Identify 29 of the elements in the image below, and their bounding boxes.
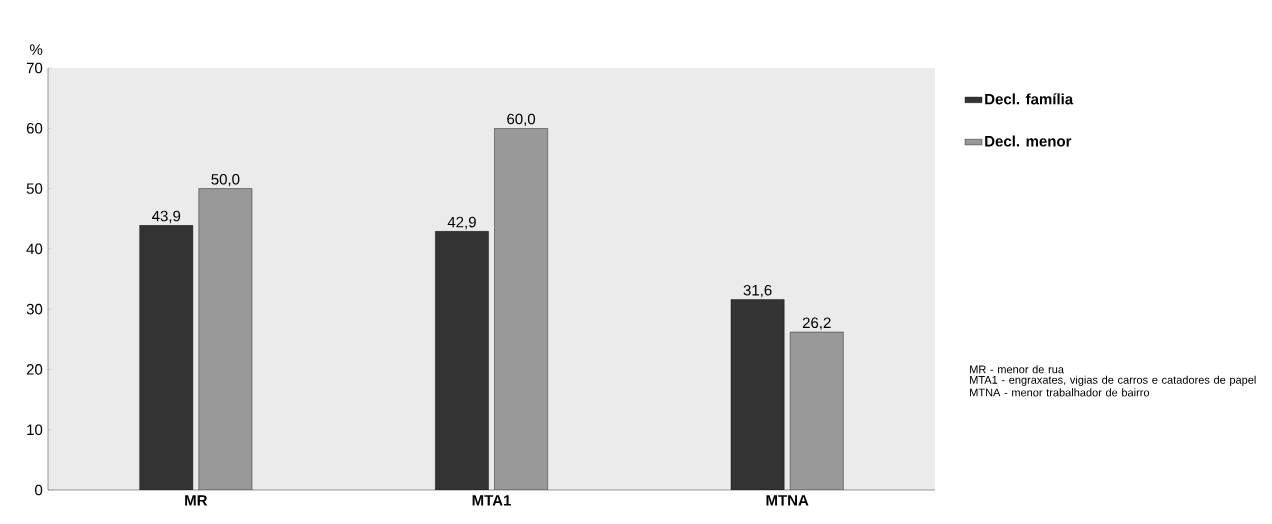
y-tick-label: 40 [26, 243, 43, 255]
data-label: 26,2 [802, 317, 831, 330]
bar [789, 331, 844, 490]
y-tick-label: 20 [26, 364, 43, 375]
x-tick-label: MTNA [766, 495, 809, 506]
x-tick-label: MTA1 [472, 495, 511, 506]
y-tick-label: 60 [26, 122, 43, 134]
legend-label: Decl. família [985, 93, 1074, 105]
bar [139, 225, 193, 490]
text: MTA1 - engraxates, vigias de carros e catadores de papel [970, 375, 1256, 386]
x-tick-label: MR [185, 495, 208, 506]
data-label: 31,6 [743, 284, 772, 298]
bar [198, 188, 253, 490]
legend-label: Decl. menor [985, 135, 1072, 147]
data-label: 43,9 [152, 210, 181, 224]
y-tick-label: 30 [26, 303, 43, 315]
y-tick-label: 0 [35, 484, 43, 496]
bar [435, 231, 489, 490]
y-tick-label: 70 [26, 62, 43, 74]
data-label: 60,0 [507, 113, 536, 127]
y-axis-title: % [30, 44, 43, 55]
text: MTNA - menor trabalhador de bairro [970, 388, 1150, 397]
y-tick-label: 50 [26, 183, 43, 194]
data-label: 42,9 [447, 216, 476, 230]
data-label: 50,0 [211, 173, 240, 187]
bar [730, 299, 785, 490]
y-tick-label: 10 [27, 424, 43, 436]
bar [494, 128, 548, 490]
text: MR - menor de rua [970, 365, 1064, 374]
